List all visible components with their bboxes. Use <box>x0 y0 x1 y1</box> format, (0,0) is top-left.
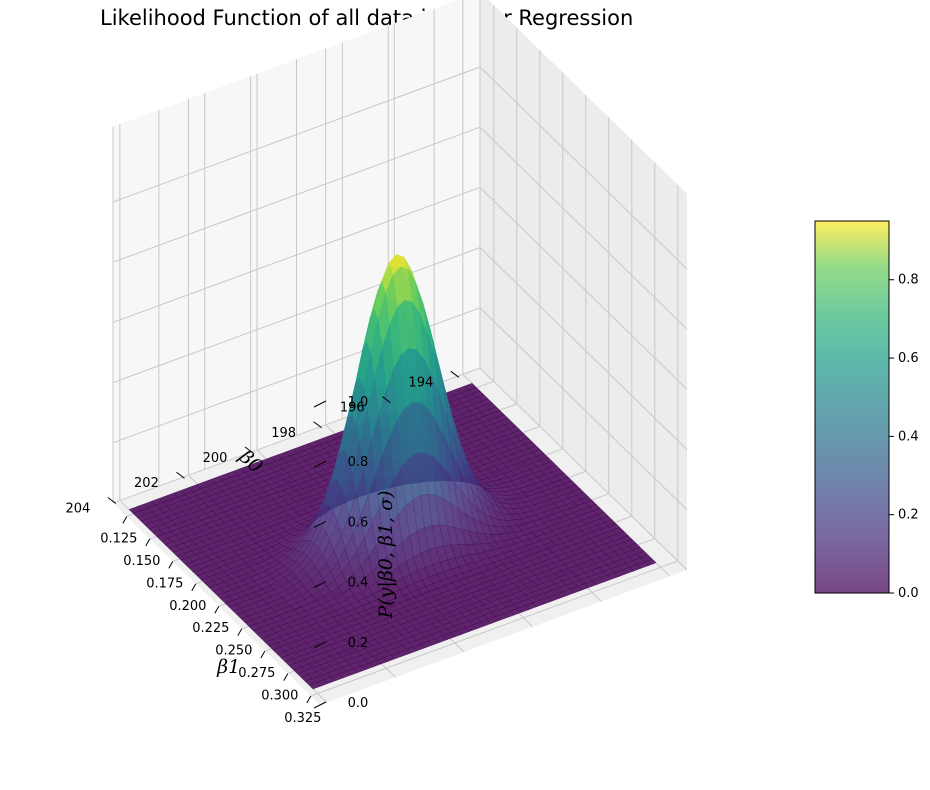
grid-line <box>112 186 688 390</box>
x-tick-mark <box>122 516 128 524</box>
colorbar-gradient <box>814 220 890 594</box>
x-tick-label: 0.125 <box>100 531 137 546</box>
grid-line <box>112 126 688 330</box>
colorbar-tick-label: 0.6 <box>898 351 919 366</box>
x-tick-mark <box>260 650 266 659</box>
x-tick-label: 0.275 <box>238 666 275 681</box>
x-tick-mark <box>283 673 289 681</box>
z-tick-label: 1.0 <box>348 395 369 410</box>
y-tick-mark <box>176 471 185 479</box>
grid-line <box>112 307 688 511</box>
x-tick-mark <box>214 605 220 614</box>
y-tick-mark <box>381 396 391 403</box>
z-axis-label: P(y|β0, β1, σ) <box>375 490 397 619</box>
y-tick-mark <box>313 421 322 429</box>
x-tick-label: 0.150 <box>123 554 160 569</box>
z-tick-mark <box>313 520 327 528</box>
y-tick-label: 202 <box>134 476 159 491</box>
back-pane-right <box>480 0 687 570</box>
colorbar: 0.0 0.2 0.4 0.6 0.8 <box>814 220 919 601</box>
x-tick-label: 0.225 <box>192 621 229 636</box>
x-tick-mark <box>168 561 174 569</box>
z-tick-mark <box>313 400 327 408</box>
y-tick-label: 196 <box>340 401 365 416</box>
x-axis-label: β1 <box>216 656 240 678</box>
z-tick-label: 0.8 <box>348 455 369 470</box>
y-tick-label: 198 <box>271 426 296 441</box>
x-tick-mark <box>306 695 312 704</box>
z-tick-mark <box>313 460 327 468</box>
colorbar-tick-label: 0.0 <box>898 586 919 601</box>
x-tick-label: 0.250 <box>215 644 252 659</box>
z-tick-mark <box>313 641 327 649</box>
z-tick-label: 0.0 <box>348 696 369 711</box>
colorbar-tick-label: 0.8 <box>898 273 919 288</box>
x-tick-mark <box>145 538 151 547</box>
x-tick-label: 0.200 <box>169 599 206 614</box>
x-tick-label: 0.300 <box>261 689 298 704</box>
y-tick-label: 204 <box>65 501 90 516</box>
grid-line <box>112 247 688 450</box>
axis-ticks: 0.125 0.150 0.175 0.200 0.225 0.250 0.275 0.300… <box>65 370 460 726</box>
z-tick-mark <box>313 581 327 589</box>
y-tick-mark <box>107 497 117 504</box>
z-tick-label: 0.4 <box>348 576 369 591</box>
grid-line <box>310 560 678 697</box>
y-tick-mark <box>244 446 254 454</box>
likelihood-surface <box>128 254 657 690</box>
y-tick-label: 194 <box>408 375 433 390</box>
z-tick-mark <box>313 701 327 709</box>
x-tick-label: 0.175 <box>146 576 183 591</box>
x-tick-mark <box>191 583 197 592</box>
y-tick-label: 200 <box>203 451 228 466</box>
colorbar-tick-label: 0.4 <box>898 429 919 444</box>
colorbar-tick-label: 0.2 <box>898 508 919 523</box>
x-tick-mark <box>237 628 243 636</box>
surface-cell <box>308 682 321 690</box>
grid-line <box>112 66 688 270</box>
z-tick-label: 0.2 <box>348 636 369 651</box>
grid-line <box>112 367 688 571</box>
z-tick-label: 0.6 <box>348 515 369 530</box>
x-tick-label: 0.325 <box>284 711 321 726</box>
chart-title: Likelihood Function of all data in Linea… <box>100 6 634 30</box>
y-tick-mark <box>450 370 460 378</box>
